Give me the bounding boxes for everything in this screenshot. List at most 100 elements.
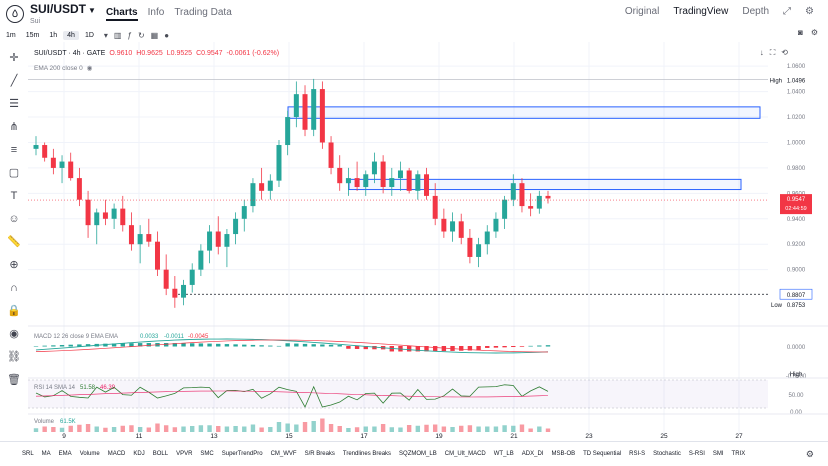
supply-zone-lower[interactable] [348, 178, 742, 191]
settings-icon[interactable]: ⚙ [805, 6, 814, 17]
volume-bar [398, 427, 403, 432]
text-icon[interactable]: T [10, 189, 18, 202]
view-original[interactable]: Original [624, 6, 660, 17]
rsi-sma-line [35, 390, 549, 398]
indicator-volume[interactable]: Volume [79, 451, 100, 457]
macd-line [35, 338, 549, 354]
candle-body [172, 288, 178, 298]
indicator-s-rsi[interactable]: S-RSI [688, 451, 705, 457]
indicator-s-r-breaks[interactable]: S/R Breaks [304, 451, 335, 457]
trendline-icon[interactable]: ╱ [10, 75, 18, 87]
chart-area[interactable]: 1.06001.04001.02001.00000.98000.96000.94… [28, 42, 828, 442]
indicator-srl[interactable]: SRL [22, 451, 34, 457]
replay-icon[interactable]: ↻ [137, 30, 145, 40]
timeframe-4h[interactable]: 4h [63, 30, 79, 40]
alert-icon[interactable]: ● [164, 30, 170, 40]
indicator-boll[interactable]: BOLL [152, 451, 169, 457]
symbol-selector[interactable]: SUI/USDT ▼ Sui [30, 3, 96, 25]
gear-icon[interactable]: ⚙ [810, 28, 818, 37]
indicator-trendlines-breaks[interactable]: Trendlines Breaks [342, 451, 392, 457]
expand-icon[interactable]: ⤢ [783, 6, 792, 17]
volume-bar [285, 423, 290, 432]
sui-logo-icon [6, 5, 24, 23]
indicator-stochastic[interactable]: Stochastic [653, 451, 681, 457]
eye-icon[interactable]: ◉ [9, 328, 19, 340]
crosshair-icon[interactable]: ✛ [9, 52, 19, 64]
indicator-rsi-s[interactable]: RSI-S [629, 451, 646, 457]
chart-toolbar: 1m 15m 1h 4h 1D ▾ ▥ ƒ ↻ ▦ ● ◙ ⚙ [0, 28, 828, 42]
ruler-icon[interactable]: 📏 [7, 236, 21, 248]
indicator-trix[interactable]: TRIX [731, 451, 746, 457]
fib-icon[interactable]: ≡ [10, 143, 18, 156]
macd-histogram-bar [250, 344, 256, 347]
arrow-down-icon[interactable]: ↓ [759, 48, 764, 57]
rsi-axis-mid: 50.00 [788, 393, 804, 399]
candle-body [458, 221, 464, 238]
indicator-supertrendpro[interactable]: SuperTrendPro [221, 451, 263, 457]
indicator-adx-di[interactable]: ADX_DI [521, 451, 544, 457]
candle-body [128, 225, 134, 245]
price-axis-label: 1.0600 [787, 64, 806, 70]
indicator-smc[interactable]: SMC [200, 451, 214, 457]
indicator-ema[interactable]: EMA [58, 451, 72, 457]
camera-icon[interactable]: ◙ [797, 28, 803, 37]
chevron-down-icon[interactable]: ▾ [103, 30, 108, 40]
tab-info[interactable]: Info [147, 7, 165, 18]
volume-bar [528, 428, 533, 432]
price-chart[interactable]: 1.06001.04001.02001.00000.98000.96000.94… [28, 42, 828, 442]
volume-bar [68, 425, 73, 432]
indicator-cm-wvf[interactable]: CM_WVF [270, 451, 297, 457]
candle-body [68, 161, 74, 179]
tab-charts[interactable]: Charts [105, 7, 138, 21]
refresh-icon[interactable]: ⟲ [781, 48, 788, 57]
indicator-vpvr[interactable]: VPVR [176, 451, 193, 457]
timeframe-1m[interactable]: 1m [6, 31, 16, 39]
zoom-in-icon[interactable]: ⊕ [9, 259, 19, 271]
legend-title: SUI/USDT · 4h · GATE [34, 50, 106, 57]
view-depth[interactable]: Depth [742, 6, 770, 17]
chart-legend: SUI/USDT · 4h · GATE O.9610 H0.9625 L0.9… [34, 50, 279, 57]
magnet-icon[interactable]: ∩ [10, 281, 18, 294]
tab-trading-data[interactable]: Trading Data [174, 7, 232, 18]
trash-icon[interactable]: 🗑 [7, 374, 21, 386]
fullscreen-icon[interactable]: ⛶ [769, 48, 776, 57]
indicator-cm-ult-macd[interactable]: CM_Ult_MACD [444, 451, 486, 457]
eye-icon[interactable]: ◉ [86, 65, 93, 72]
pitchfork-icon[interactable]: ⋔ [9, 121, 19, 133]
indicator-td-sequential[interactable]: TD Sequential [583, 451, 622, 457]
volume-bar [328, 424, 334, 432]
current-price-value: 0.9547 [787, 197, 806, 203]
lock-icon[interactable]: 🔒 [7, 305, 21, 317]
volume-bar [346, 428, 351, 432]
volume-bar [198, 425, 204, 432]
emoji-icon[interactable]: ☺ [8, 212, 20, 225]
indicators-icon[interactable]: ƒ [127, 30, 132, 40]
indicator-smi[interactable]: SMI [712, 451, 724, 457]
supply-zone-upper[interactable] [287, 106, 761, 119]
horizontal-lines-icon[interactable]: ☰ [9, 98, 19, 110]
macd-histogram-bar [59, 345, 65, 347]
indicator-ma[interactable]: MA [41, 451, 51, 457]
volume-bar [224, 426, 230, 432]
volume-bar [363, 426, 368, 432]
ema-legend: EMA 200 close 0 ◉ [34, 64, 93, 73]
gear-icon[interactable]: ⚙ [805, 448, 814, 459]
candle-type-icon[interactable]: ▥ [113, 30, 122, 40]
volume-bar [372, 426, 377, 432]
timeframe-1d[interactable]: 1D [84, 31, 94, 39]
timeframe-15m[interactable]: 15m [25, 31, 40, 39]
timeframe-1h[interactable]: 1h [49, 31, 58, 39]
view-tradingview[interactable]: TradingView [673, 6, 729, 17]
rectangle-icon[interactable]: ▢ [8, 167, 20, 179]
volume-bar [467, 425, 473, 432]
indicator-kdj[interactable]: KDJ [133, 451, 145, 457]
indicator-msb-ob[interactable]: MSB-OB [551, 451, 576, 457]
indicator-macd[interactable]: MACD [107, 451, 126, 457]
volume-bar [85, 424, 91, 432]
link-icon[interactable]: ⛓ [7, 351, 21, 363]
indicator-sqzmom-lb[interactable]: SQZMOM_LB [399, 451, 437, 457]
legend-change: -0.0061 (-0.62%) [226, 50, 280, 57]
candle-body [207, 231, 213, 251]
layout-icon[interactable]: ▦ [150, 30, 159, 40]
indicator-wt-lb[interactable]: WT_LB [493, 451, 514, 457]
